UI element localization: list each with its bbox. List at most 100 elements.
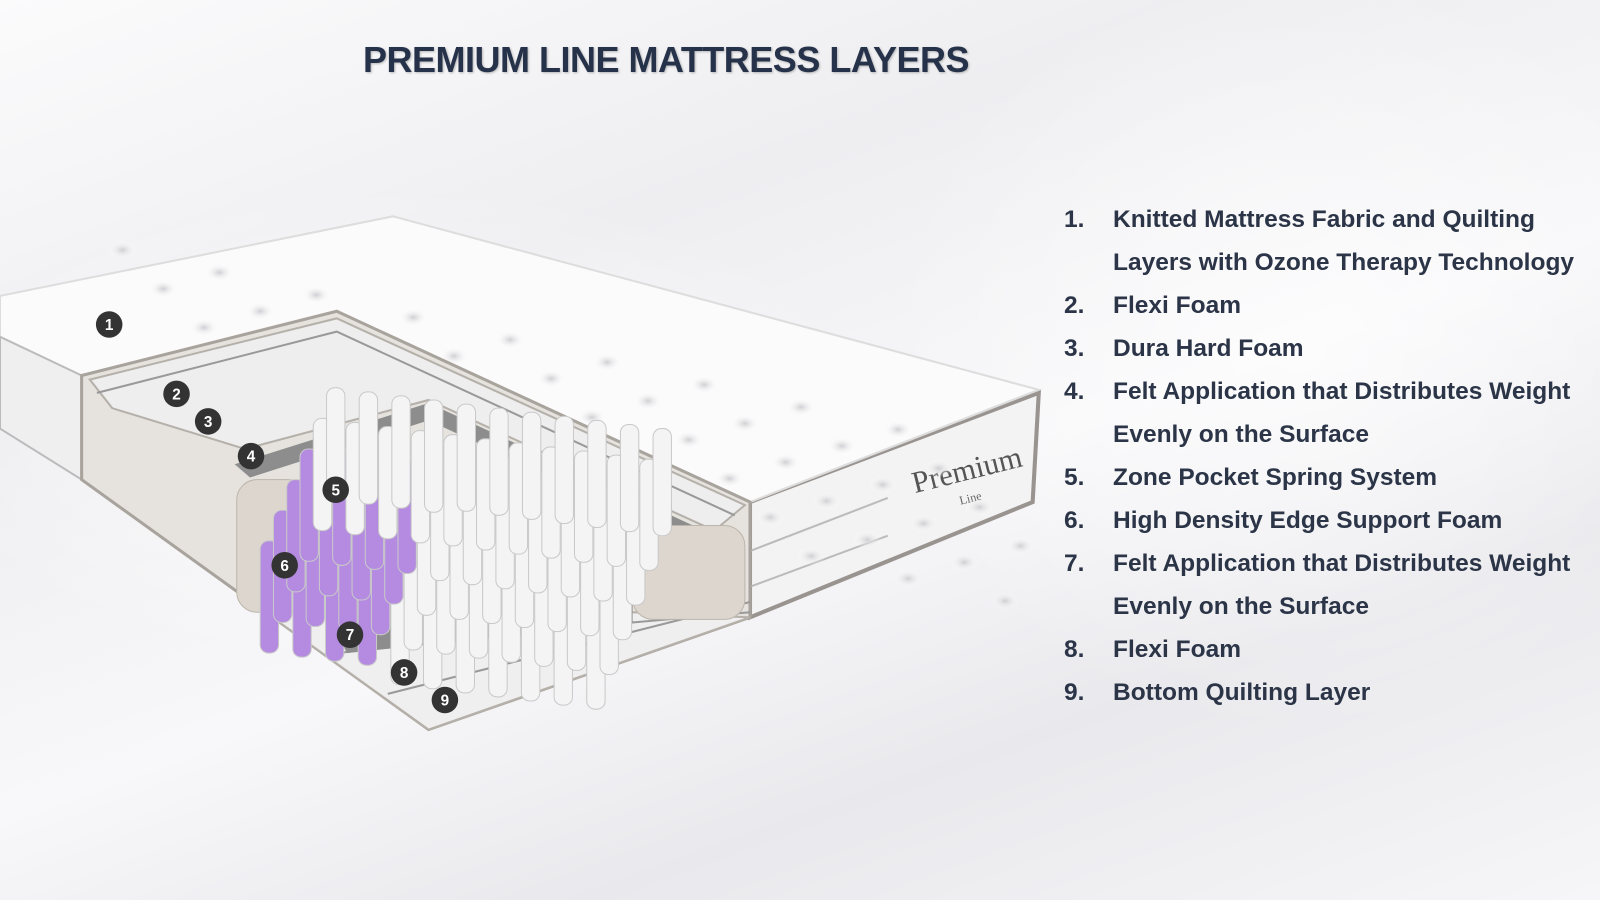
legend-text: Zone Pocket Spring System (1113, 464, 1438, 491)
legend-number: 8. (1064, 636, 1085, 663)
quilting-tuft (302, 285, 331, 305)
legend-number: 2. (1064, 292, 1085, 319)
pocket-spring (423, 399, 444, 513)
badge-number: 1 (105, 317, 114, 334)
legend-item: 8. Flexi Foam (1064, 628, 1594, 671)
quilting-tuft (827, 436, 857, 456)
pocket-spring (456, 403, 477, 512)
legend-number: 4. (1064, 378, 1085, 405)
pocket-spring (619, 423, 640, 533)
quilting-tuft (148, 279, 178, 298)
quilting-tuft (398, 308, 428, 327)
quilting-tuft (868, 475, 897, 494)
legend-number: 7. (1064, 550, 1085, 577)
quilting-tuft (990, 591, 1020, 611)
legend-text: Dura Hard Foam (1113, 335, 1304, 362)
legend-number: 1. (1064, 206, 1085, 233)
quilting-tuft (189, 318, 219, 337)
legend-text: Flexi Foam (1113, 292, 1241, 319)
layer-badge: 5 (322, 476, 349, 504)
legend-number: 5. (1064, 464, 1085, 491)
quilting-tuft (1006, 536, 1035, 556)
badge-number: 6 (280, 558, 289, 575)
quilting-tuft (495, 330, 525, 349)
quilting-tuft (786, 397, 816, 417)
layer-badge: 6 (271, 552, 298, 579)
quilting-tuft (883, 420, 913, 439)
pocket-spring (521, 411, 542, 520)
quilting-tuft (592, 353, 622, 372)
quilting-tuft (633, 391, 663, 411)
quilting-tuft (689, 375, 719, 394)
layer-badge: 2 (163, 380, 190, 408)
badge-number: 2 (172, 386, 181, 403)
badge-circle (431, 686, 459, 714)
quilting-tuft (853, 530, 882, 549)
quilting-tuft (812, 491, 841, 511)
badge-circle (271, 552, 298, 579)
quilting-tuft (796, 546, 826, 566)
badge-circle (95, 311, 123, 338)
layer-badge: 7 (336, 621, 364, 648)
badge-number: 8 (400, 665, 409, 682)
quilting-tuft (108, 240, 137, 260)
legend-text: Felt Application that Distributes Weight… (1113, 550, 1571, 620)
quilting-tuft (893, 569, 923, 588)
quilting-tuft (756, 508, 785, 527)
badge-circle (390, 659, 418, 686)
quilting-tuft (950, 553, 979, 572)
legend-item: 4. Felt Application that Distributes Weig… (1064, 370, 1594, 456)
badge-circle (163, 380, 190, 408)
quilting-tuft (245, 302, 275, 321)
layer-badge: 1 (95, 311, 123, 338)
layer-legend: 1. Knitted Mattress Fabric and Quilting L… (1064, 198, 1594, 714)
legend-text: Flexi Foam (1113, 636, 1241, 663)
quilting-tuft (536, 369, 566, 388)
legend-item: 1. Knitted Mattress Fabric and Quilting L… (1064, 198, 1594, 284)
legend-text: Knitted Mattress Fabric and Quilting Lay… (1113, 206, 1575, 276)
layer-badges: 1 2 3 4 5 6 7 8 9 (95, 311, 459, 714)
badge-number: 3 (204, 414, 213, 431)
slide-title: PREMIUM LINE MATTRESS LAYERS (363, 39, 970, 80)
legend-item: 5. Zone Pocket Spring System (1064, 456, 1594, 499)
quilting-tuft (205, 263, 234, 282)
quilting-tuft (771, 453, 800, 472)
legend-number: 3. (1064, 335, 1085, 362)
pocket-spring-system (259, 387, 672, 710)
pocket-spring (391, 395, 411, 509)
legend-item: 6. High Density Edge Support Foam (1064, 499, 1594, 542)
pocket-spring (652, 428, 672, 537)
badge-number: 9 (441, 693, 450, 710)
quilting-tuft (909, 514, 938, 533)
legend-item: 7. Felt Application that Distributes Weig… (1064, 542, 1594, 628)
badge-circle (194, 408, 222, 435)
layer-badge: 4 (237, 442, 265, 470)
layer-badge: 3 (194, 408, 222, 435)
quilting-tuft (965, 497, 994, 517)
legend-text: Bottom Quilting Layer (1113, 679, 1371, 706)
quilting-tuft (674, 430, 704, 449)
legend-item: 3. Dura Hard Foam (1064, 327, 1594, 370)
legend-number: 9. (1064, 679, 1085, 706)
pocket-spring (358, 391, 379, 505)
legend-item: 9. Bottom Quilting Layer (1064, 671, 1594, 714)
badge-circle (336, 621, 364, 648)
layer-badge: 9 (431, 686, 459, 714)
badge-circle (237, 442, 265, 470)
legend-item: 2. Flexi Foam (1064, 284, 1594, 327)
quilting-tuft (715, 469, 744, 488)
badge-circle (322, 476, 349, 504)
pocket-spring (489, 407, 509, 516)
quilting-tuft (924, 459, 954, 478)
badge-number: 5 (331, 482, 340, 499)
legend-number: 6. (1064, 507, 1085, 534)
legend-text: High Density Edge Support Foam (1113, 507, 1503, 534)
badge-number: 7 (346, 627, 355, 644)
quilting-tuft (730, 414, 760, 433)
pocket-spring (554, 415, 574, 524)
legend-text: Felt Application that Distributes Weight… (1113, 378, 1571, 448)
badge-number: 4 (247, 449, 256, 466)
pocket-spring (587, 419, 607, 529)
